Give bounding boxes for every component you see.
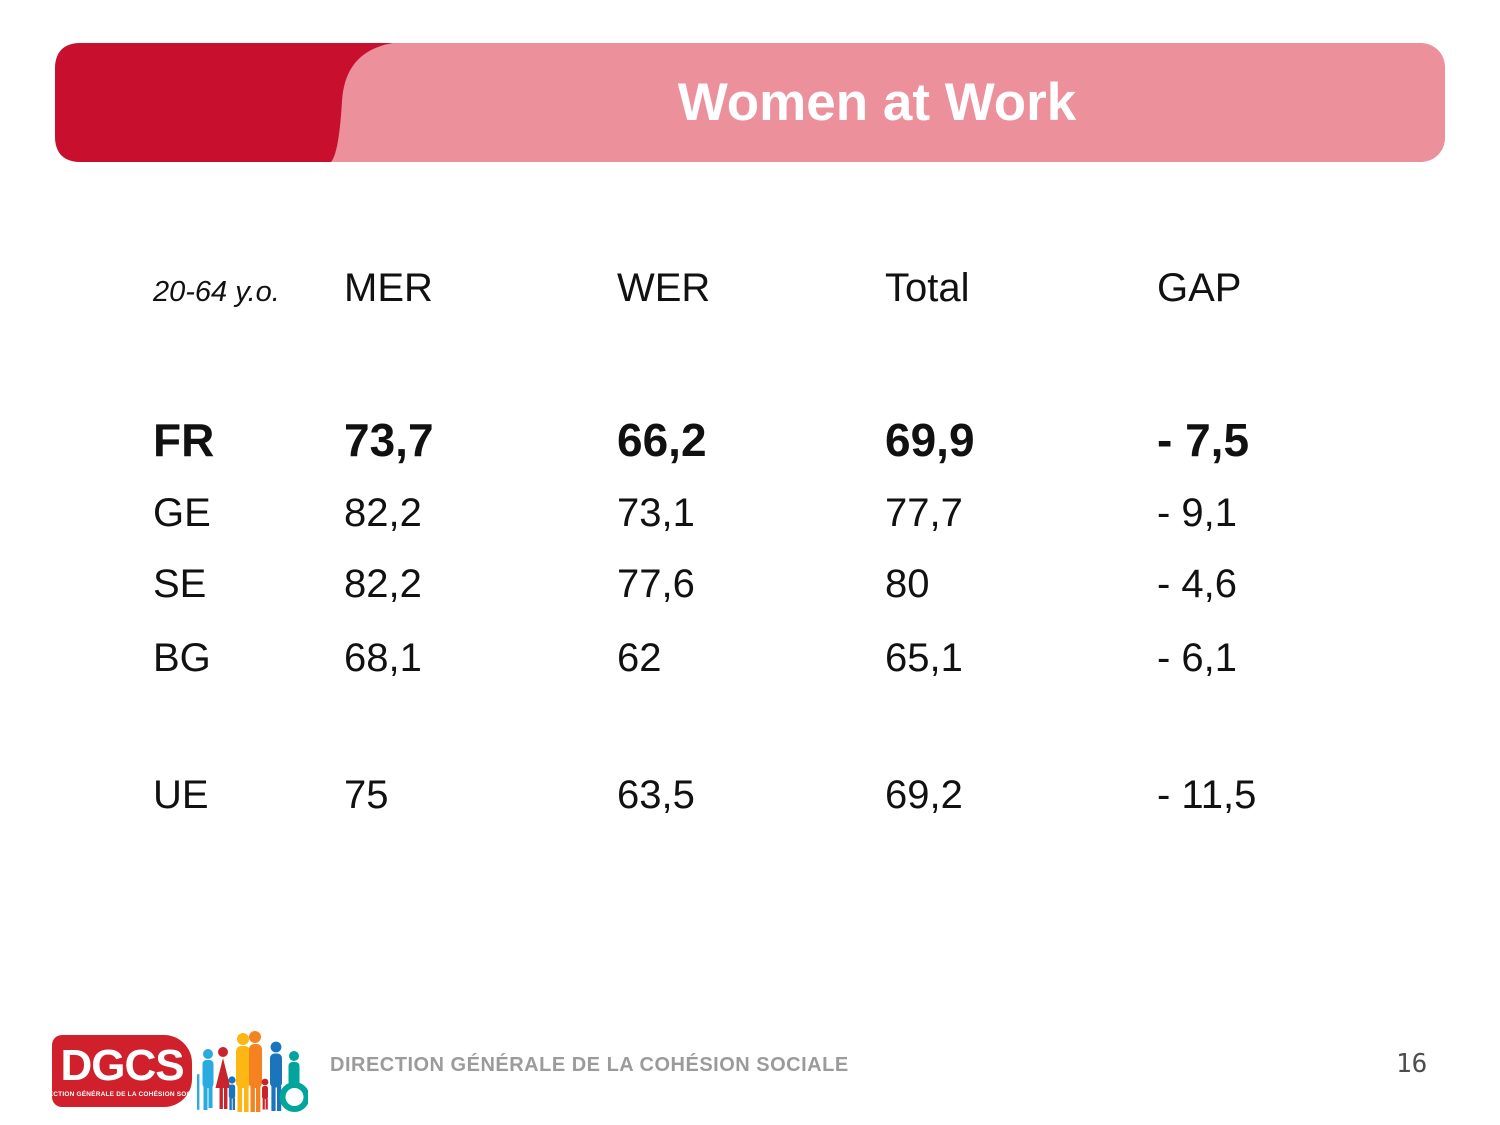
page-title: Women at Work — [677, 73, 1077, 132]
table-row-fr: FR 73,7 66,2 69,9 - 7,5 — [153, 413, 1403, 466]
dgcs-logo: DGCS DIRECTION GÉNÉRALE DE LA COHÉSION S… — [37, 1035, 207, 1107]
table-row-ue: UE 75 63,5 69,2 - 11,5 — [153, 773, 1403, 825]
title-container: Women at Work — [330, 43, 1424, 162]
column-header-total: Total — [885, 266, 970, 310]
column-header-wer: WER — [617, 266, 711, 310]
total-value: 69,2 — [885, 773, 963, 817]
header-accent-shape — [55, 43, 393, 162]
gap-value: - 9,1 — [1157, 491, 1238, 535]
wer-value: 66,2 — [617, 414, 707, 466]
mer-value: 82,2 — [344, 491, 422, 535]
table-row-ge: GE 82,2 73,1 77,7 - 9,1 — [153, 491, 1403, 543]
gap-value: - 11,5 — [1157, 773, 1257, 817]
total-value: 80 — [885, 562, 930, 606]
gap-value: - 6,1 — [1157, 636, 1238, 680]
column-header-gap: GAP — [1157, 266, 1242, 310]
column-header-mer: MER — [344, 266, 433, 310]
table-row-se: SE 82,2 77,6 80 - 4,6 — [153, 562, 1403, 614]
mer-value: 82,2 — [344, 562, 422, 606]
table-row-bg: BG 68,1 62 65,1 - 6,1 — [153, 636, 1403, 688]
organization-name: DIRECTION GÉNÉRALE DE LA COHÉSION SOCIAL… — [330, 1054, 849, 1076]
dgcs-people-icon — [197, 1031, 308, 1112]
dgcs-logo-acronym: DGCS — [60, 1041, 184, 1090]
mer-value: 75 — [344, 773, 389, 817]
dgcs-logo-subtitle: DIRECTION GÉNÉRALE DE LA COHÉSION SOCIAL… — [36, 1091, 208, 1098]
gap-value: - 7,5 — [1157, 414, 1250, 466]
wer-value: 73,1 — [617, 491, 695, 535]
gap-value: - 4,6 — [1157, 562, 1238, 606]
wer-value: 62 — [617, 636, 662, 680]
row-label: UE — [153, 773, 209, 817]
row-label: FR — [153, 414, 215, 466]
age-range-label: 20-64 y.o. — [153, 276, 280, 308]
row-label: GE — [153, 491, 211, 535]
total-value: 65,1 — [885, 636, 963, 680]
mer-value: 68,1 — [344, 636, 422, 680]
table-header-row: 20-64 y.o. MER WER Total GAP — [153, 266, 1403, 318]
mer-value: 73,7 — [344, 414, 434, 466]
wer-value: 63,5 — [617, 773, 695, 817]
row-label: BG — [153, 636, 211, 680]
wer-value: 77,6 — [617, 562, 695, 606]
row-label: SE — [153, 562, 207, 606]
total-value: 77,7 — [885, 491, 963, 535]
total-value: 69,9 — [885, 414, 975, 466]
page-number: 16 — [1396, 1049, 1428, 1079]
